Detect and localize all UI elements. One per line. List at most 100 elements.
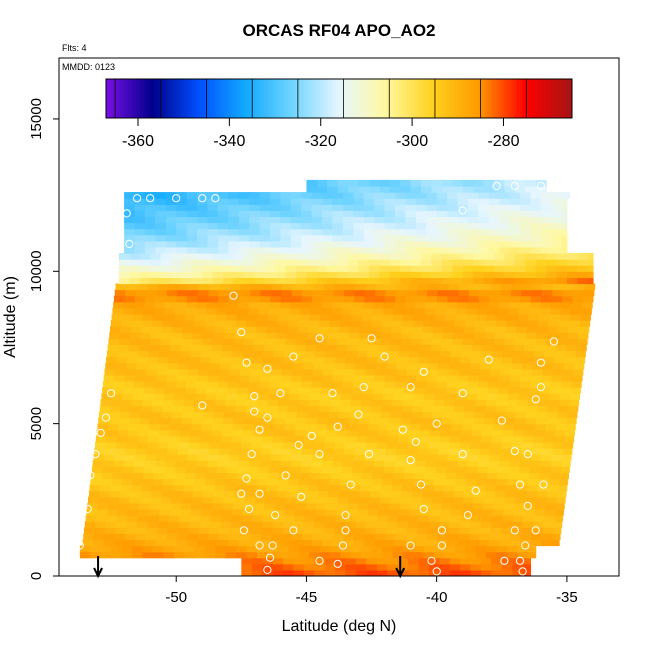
x-tick-label: -45 <box>296 589 318 606</box>
y-axis: 0 5000 10000 15000 <box>28 98 59 580</box>
observation-point <box>96 428 105 437</box>
x-axis: -50 -45 -40 -35 <box>165 576 578 606</box>
observation-point <box>86 471 95 480</box>
observation-point <box>315 556 324 565</box>
observation-point <box>492 181 501 191</box>
observation-point <box>380 352 389 361</box>
observation-point <box>359 383 368 392</box>
observation-point <box>315 450 324 459</box>
observation-point <box>101 413 111 422</box>
observation-point <box>83 504 92 514</box>
observation-point <box>229 291 238 300</box>
observation-point <box>255 425 264 434</box>
observation-point <box>562 181 572 191</box>
observation-point <box>354 410 363 419</box>
observation-point <box>281 471 290 480</box>
colorbar: -360 -340 -320 -300 -280 <box>105 78 573 150</box>
observation-point <box>91 450 100 459</box>
colorbar-tick-label: -280 <box>487 133 519 150</box>
observation-point <box>80 489 90 498</box>
observation-point <box>263 364 272 373</box>
observation-point <box>497 416 506 425</box>
observation-point <box>289 526 298 535</box>
observation-point <box>419 504 428 514</box>
observation-point <box>263 413 272 422</box>
date-label: MMDD: 0123 <box>62 62 115 72</box>
observation-point <box>341 526 350 535</box>
observation-point <box>75 526 84 535</box>
observation-point <box>398 425 407 434</box>
observation-point <box>107 389 116 398</box>
observation-point <box>146 194 155 203</box>
observation-point <box>346 480 355 489</box>
observation-point <box>432 567 441 576</box>
observation-point <box>333 422 342 431</box>
observation-point <box>245 504 254 514</box>
x-tick-label: -35 <box>556 589 578 606</box>
observation-point <box>239 526 248 535</box>
observation-point <box>198 194 207 203</box>
observation-point <box>463 510 472 520</box>
observation-point <box>510 181 519 191</box>
observation-point <box>250 392 259 401</box>
observation-point <box>172 194 181 203</box>
observation-point <box>125 239 134 248</box>
observation-point <box>427 556 436 565</box>
x-axis-label: Latitude (deg N) <box>282 618 397 635</box>
apo-field-heatmap <box>79 179 596 576</box>
observation-point <box>315 334 324 343</box>
observation-point <box>289 352 298 361</box>
observation-point <box>250 407 259 416</box>
observation-point <box>406 383 415 392</box>
observation-point <box>341 510 350 520</box>
y-axis-label: Altitude (m) <box>2 276 19 358</box>
observation-point <box>484 355 493 364</box>
observation-point <box>458 206 467 215</box>
observation-point <box>437 541 446 550</box>
observation-point <box>328 389 337 398</box>
observation-point <box>458 389 467 398</box>
colorbar-gradient <box>105 78 573 119</box>
y-tick-label: 10000 <box>28 250 45 292</box>
observation-point <box>247 450 256 459</box>
x-tick-label: -50 <box>165 589 187 606</box>
observation-point <box>471 486 480 495</box>
observation-point <box>432 419 441 428</box>
observation-point <box>515 480 525 489</box>
observation-point <box>531 395 540 404</box>
observation-point <box>521 541 530 550</box>
observation-point <box>531 526 540 535</box>
observation-point <box>458 450 467 459</box>
observation-point <box>510 526 519 535</box>
plot-frame <box>58 57 620 577</box>
observation-point <box>406 456 415 465</box>
observation-point <box>263 565 272 575</box>
observation-point <box>523 450 532 459</box>
observation-point <box>367 334 376 343</box>
observation-points <box>75 181 572 576</box>
flights-label: Flts: 4 <box>62 43 87 53</box>
observation-point <box>406 541 415 550</box>
observation-point <box>419 367 428 376</box>
observation-point <box>523 501 532 510</box>
observation-point <box>539 480 548 489</box>
observation-point <box>122 209 131 218</box>
observation-point <box>510 447 519 456</box>
colorbar-tick-label: -360 <box>122 133 154 150</box>
x-tick-label: -40 <box>426 589 448 606</box>
observation-point <box>268 541 277 550</box>
observation-point <box>515 556 525 565</box>
observation-point <box>536 358 546 367</box>
observation-point <box>536 383 546 392</box>
observation-point <box>536 181 546 191</box>
observation-point <box>211 194 220 203</box>
observation-point <box>271 510 280 520</box>
observation-point <box>255 541 264 550</box>
observation-point <box>198 401 207 410</box>
observation-point <box>242 358 251 367</box>
observation-point <box>500 556 509 565</box>
observation-point <box>133 194 142 203</box>
observation-point <box>437 526 446 535</box>
observation-point <box>411 437 420 446</box>
